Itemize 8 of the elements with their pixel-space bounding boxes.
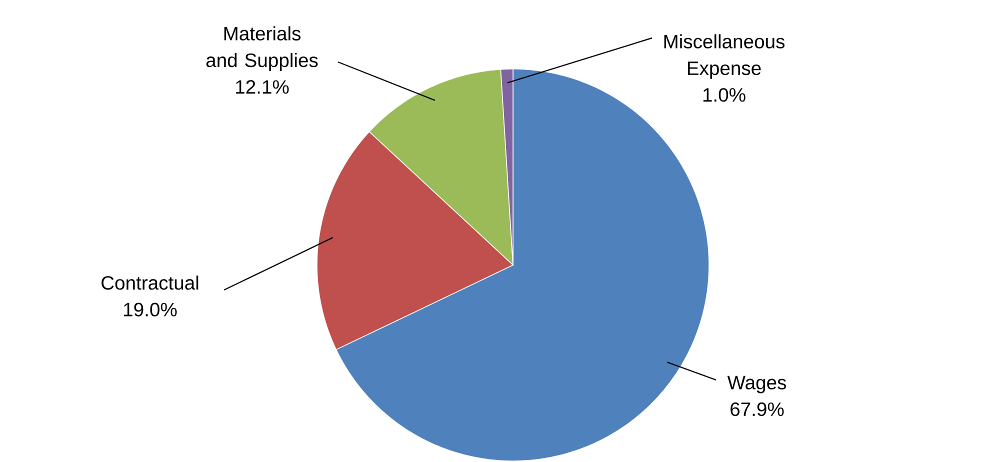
data-label: 19.0% (124, 302, 177, 316)
slice-label: Materials and Supplies (206, 26, 318, 71)
slice-label: Contractual (102, 276, 198, 290)
slice-label: Wages (727, 376, 786, 394)
slice-label: Miscellaneous Expense (664, 34, 785, 79)
data-label: 67.9% (730, 402, 784, 416)
data-label: 12.1% (236, 80, 289, 94)
data-label: 1.0% (703, 88, 746, 102)
